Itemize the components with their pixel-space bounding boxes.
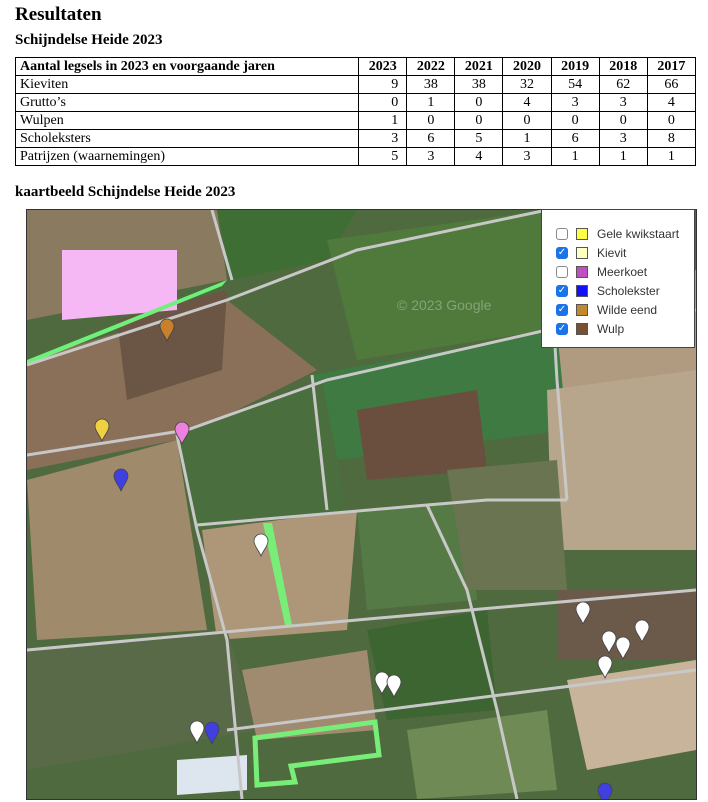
- results-table: Aantal legsels in 2023 en voorgaande jar…: [14, 57, 697, 166]
- table-row: Kieviten 9 38 38 32 54 62 66: [14, 75, 697, 94]
- count-cell: 0: [646, 111, 697, 130]
- year-header: 2018: [598, 57, 648, 76]
- count-cell: 1: [646, 147, 697, 166]
- count-cell: 1: [406, 93, 456, 112]
- table-header-row: Aantal legsels in 2023 en voorgaande jar…: [14, 57, 697, 76]
- count-cell: 8: [646, 129, 697, 148]
- species-cell: Wulpen: [14, 111, 360, 130]
- count-cell: 0: [502, 111, 552, 130]
- count-cell: 54: [550, 75, 600, 94]
- legend-checkbox[interactable]: ✓: [556, 304, 568, 316]
- legend-swatch: [576, 285, 588, 297]
- count-cell: 0: [358, 93, 408, 112]
- legend-checkbox[interactable]: ✓: [556, 285, 568, 297]
- legend-checkbox[interactable]: ✓: [556, 323, 568, 335]
- map-marker-icon[interactable]: [204, 721, 220, 746]
- legend-label: Wulp: [597, 322, 625, 336]
- legend-item[interactable]: ✓ Wulp: [556, 321, 624, 337]
- year-header: 2019: [550, 57, 600, 76]
- map-marker-icon[interactable]: [189, 720, 205, 745]
- count-cell: 3: [550, 93, 600, 112]
- species-cell: Patrijzen (waarnemingen): [14, 147, 360, 166]
- legend-swatch: [576, 266, 588, 278]
- count-cell: 6: [550, 129, 600, 148]
- legend-item[interactable]: ✓ Wilde eend: [556, 302, 657, 318]
- year-header: 2022: [406, 57, 456, 76]
- count-cell: 1: [358, 111, 408, 130]
- legend-checkbox[interactable]: [556, 266, 568, 278]
- count-cell: 5: [454, 129, 504, 148]
- year-header: 2020: [502, 57, 552, 76]
- map-marker-icon[interactable]: [253, 533, 269, 558]
- map-marker-icon[interactable]: [597, 655, 613, 680]
- count-cell: 32: [502, 75, 552, 94]
- legend-checkbox[interactable]: [556, 228, 568, 240]
- map-watermark: © 2023 Google: [397, 297, 492, 313]
- count-cell: 9: [358, 75, 408, 94]
- legend-item[interactable]: Meerkoet: [556, 264, 647, 280]
- count-cell: 1: [598, 147, 648, 166]
- count-cell: 3: [406, 147, 456, 166]
- map-marker-icon[interactable]: [159, 318, 175, 343]
- species-cell: Scholeksters: [14, 129, 360, 148]
- legend-label: Scholekster: [597, 284, 660, 298]
- count-cell: 6: [406, 129, 456, 148]
- species-cell: Kieviten: [14, 75, 360, 94]
- map-marker-icon[interactable]: [94, 418, 110, 443]
- map-marker-icon[interactable]: [386, 674, 402, 699]
- legend-label: Meerkoet: [597, 265, 648, 279]
- count-cell: 38: [454, 75, 504, 94]
- count-cell: 1: [502, 129, 552, 148]
- count-cell: 3: [502, 147, 552, 166]
- count-cell: 3: [358, 129, 408, 148]
- table-title: Schijndelse Heide 2023: [15, 32, 163, 48]
- map-title: kaartbeeld Schijndelse Heide 2023: [15, 184, 236, 200]
- count-cell: 5: [358, 147, 408, 166]
- category-header: Aantal legsels in 2023 en voorgaande jar…: [14, 57, 360, 76]
- count-cell: 0: [406, 111, 456, 130]
- count-cell: 3: [598, 93, 648, 112]
- count-cell: 4: [454, 147, 504, 166]
- year-header: 2021: [454, 57, 504, 76]
- table-row: Patrijzen (waarnemingen) 5 3 4 3 1 1 1: [14, 147, 697, 166]
- legend-swatch: [576, 323, 588, 335]
- legend-checkbox[interactable]: ✓: [556, 247, 568, 259]
- legend-swatch: [576, 304, 588, 316]
- count-cell: 0: [550, 111, 600, 130]
- count-cell: 66: [646, 75, 697, 94]
- legend-swatch: [576, 247, 588, 259]
- map-marker-icon[interactable]: [634, 619, 650, 644]
- count-cell: 4: [502, 93, 552, 112]
- count-cell: 1: [550, 147, 600, 166]
- count-cell: 3: [598, 129, 648, 148]
- legend-label: Gele kwikstaart: [597, 227, 680, 241]
- table-row: Wulpen 1 0 0 0 0 0 0: [14, 111, 697, 130]
- year-header: 2017: [646, 57, 697, 76]
- legend-item[interactable]: ✓ Scholekster: [556, 283, 660, 299]
- legend-item[interactable]: Gele kwikstaart: [556, 226, 679, 242]
- count-cell: 38: [406, 75, 456, 94]
- table-row: Scholeksters 3 6 5 1 6 3 8: [14, 129, 697, 148]
- map-legend: Gele kwikstaart ✓ Kievit Meerkoet ✓ Scholekst…: [541, 209, 695, 348]
- count-cell: 0: [598, 111, 648, 130]
- count-cell: 0: [454, 111, 504, 130]
- count-cell: 0: [454, 93, 504, 112]
- count-cell: 62: [598, 75, 648, 94]
- legend-item[interactable]: ✓ Kievit: [556, 245, 626, 261]
- map-marker-icon[interactable]: [601, 630, 617, 655]
- map-marker-icon[interactable]: [113, 468, 129, 493]
- species-cell: Grutto’s: [14, 93, 360, 112]
- legend-swatch: [576, 228, 588, 240]
- map-marker-icon[interactable]: [575, 601, 591, 626]
- map-marker-icon[interactable]: [615, 636, 631, 661]
- page-heading: Resultaten: [15, 4, 102, 25]
- map-marker-icon[interactable]: [374, 671, 390, 696]
- map-marker-icon[interactable]: [174, 421, 190, 446]
- legend-label: Kievit: [597, 246, 627, 260]
- table-row: Grutto’s 0 1 0 4 3 3 4: [14, 93, 697, 112]
- count-cell: 4: [646, 93, 697, 112]
- map-marker-icon[interactable]: [597, 782, 613, 799]
- legend-label: Wilde eend: [597, 303, 658, 317]
- year-header: 2023: [358, 57, 408, 76]
